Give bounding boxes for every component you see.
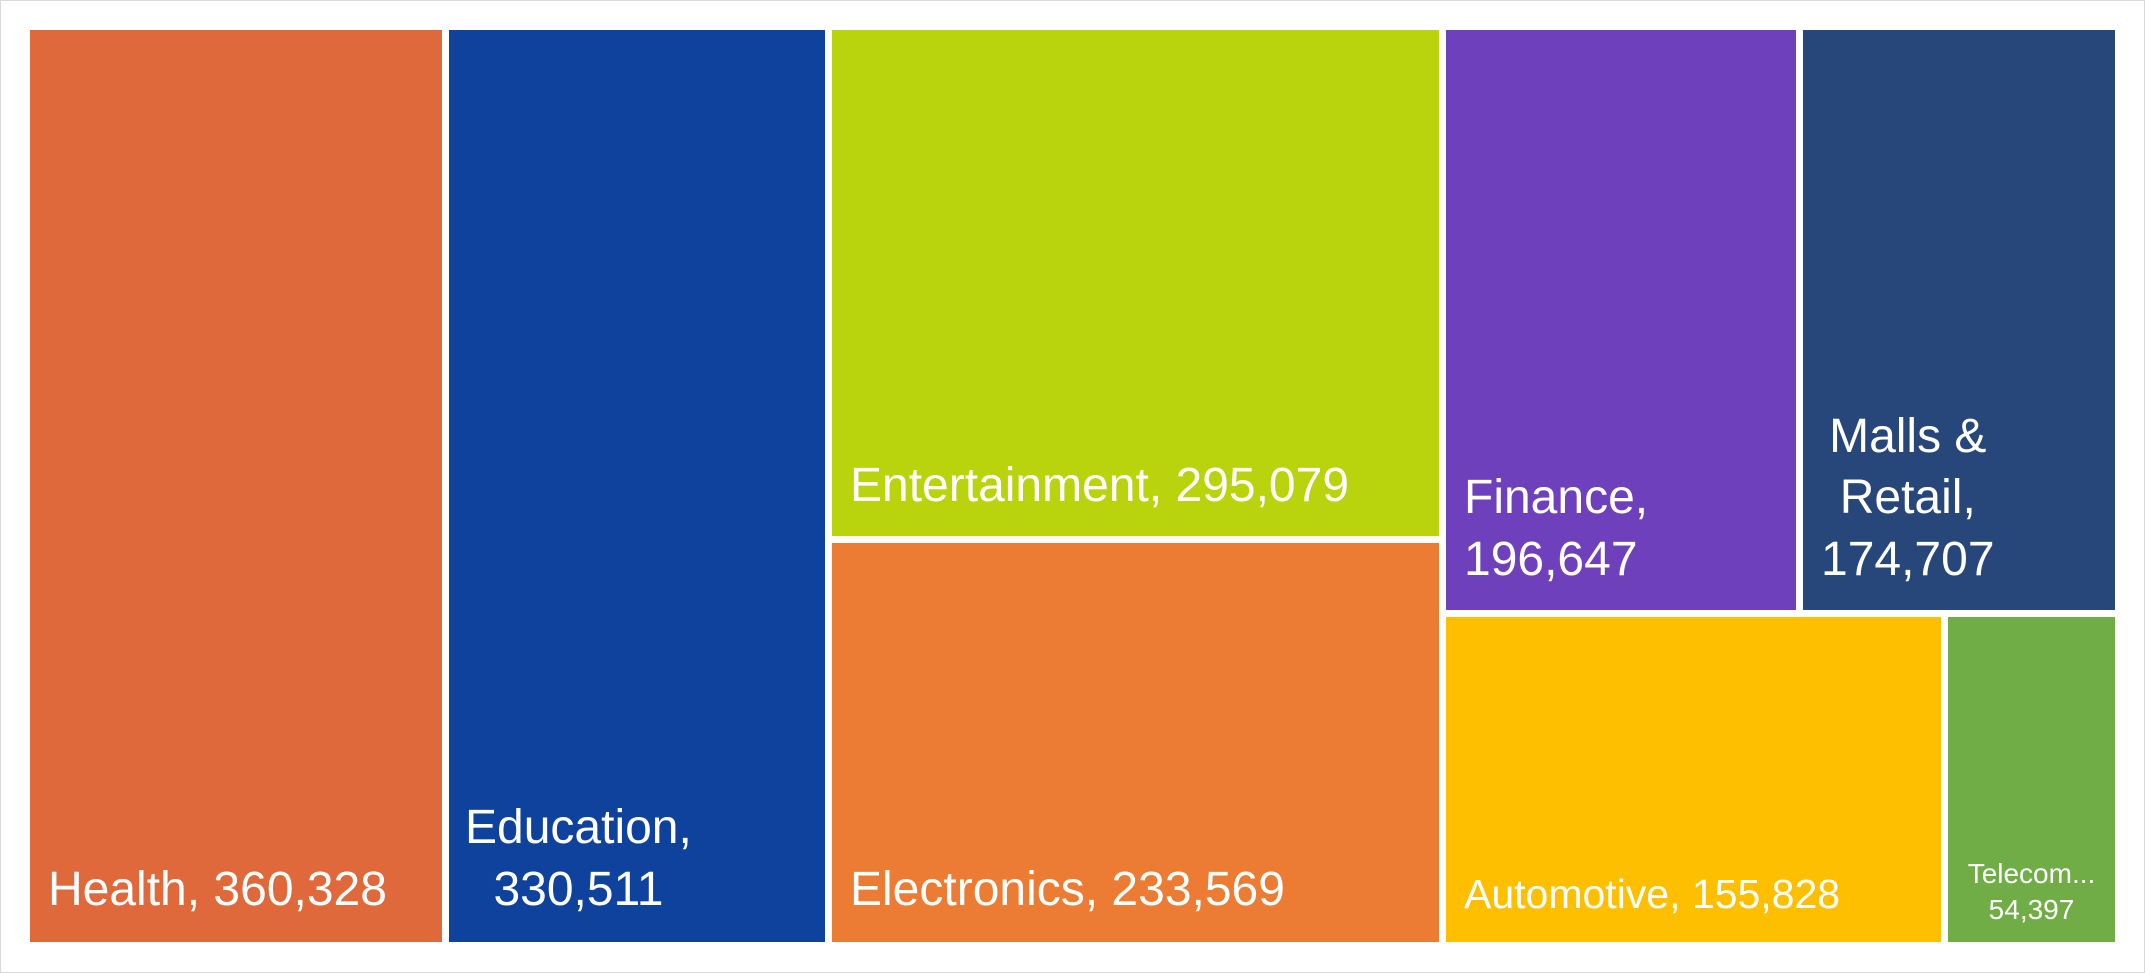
treemap-tile-electronics: Electronics, 233,569	[832, 543, 1439, 942]
treemap-tile-malls-retail: Malls & Retail, 174,707	[1803, 30, 2115, 610]
treemap-label-entertainment: Entertainment, 295,079	[850, 458, 1350, 512]
treemap-label-education: Education, 330,511	[465, 801, 692, 916]
treemap-label-health: Health, 360,328	[48, 862, 387, 916]
treemap-tile-finance: Finance, 196,647	[1446, 30, 1796, 610]
treemap-tile-telecom: Telecom... 54,397	[1948, 617, 2115, 942]
treemap-label-automotive: Automotive, 155,828	[1464, 870, 1841, 917]
treemap-label-electronics: Electronics, 233,569	[850, 862, 1285, 916]
treemap-label-finance: Finance, 196,647	[1464, 471, 1649, 586]
treemap-tile-automotive: Automotive, 155,828	[1446, 617, 1941, 942]
treemap-tile-health: Health, 360,328	[30, 30, 442, 942]
treemap-label-malls-retail: Malls & Retail, 174,707	[1821, 409, 1995, 586]
treemap-tile-entertainment: Entertainment, 295,079	[832, 30, 1439, 536]
treemap-tile-education: Education, 330,511	[449, 30, 825, 942]
treemap-label-telecom: Telecom... 54,397	[1967, 858, 2096, 926]
